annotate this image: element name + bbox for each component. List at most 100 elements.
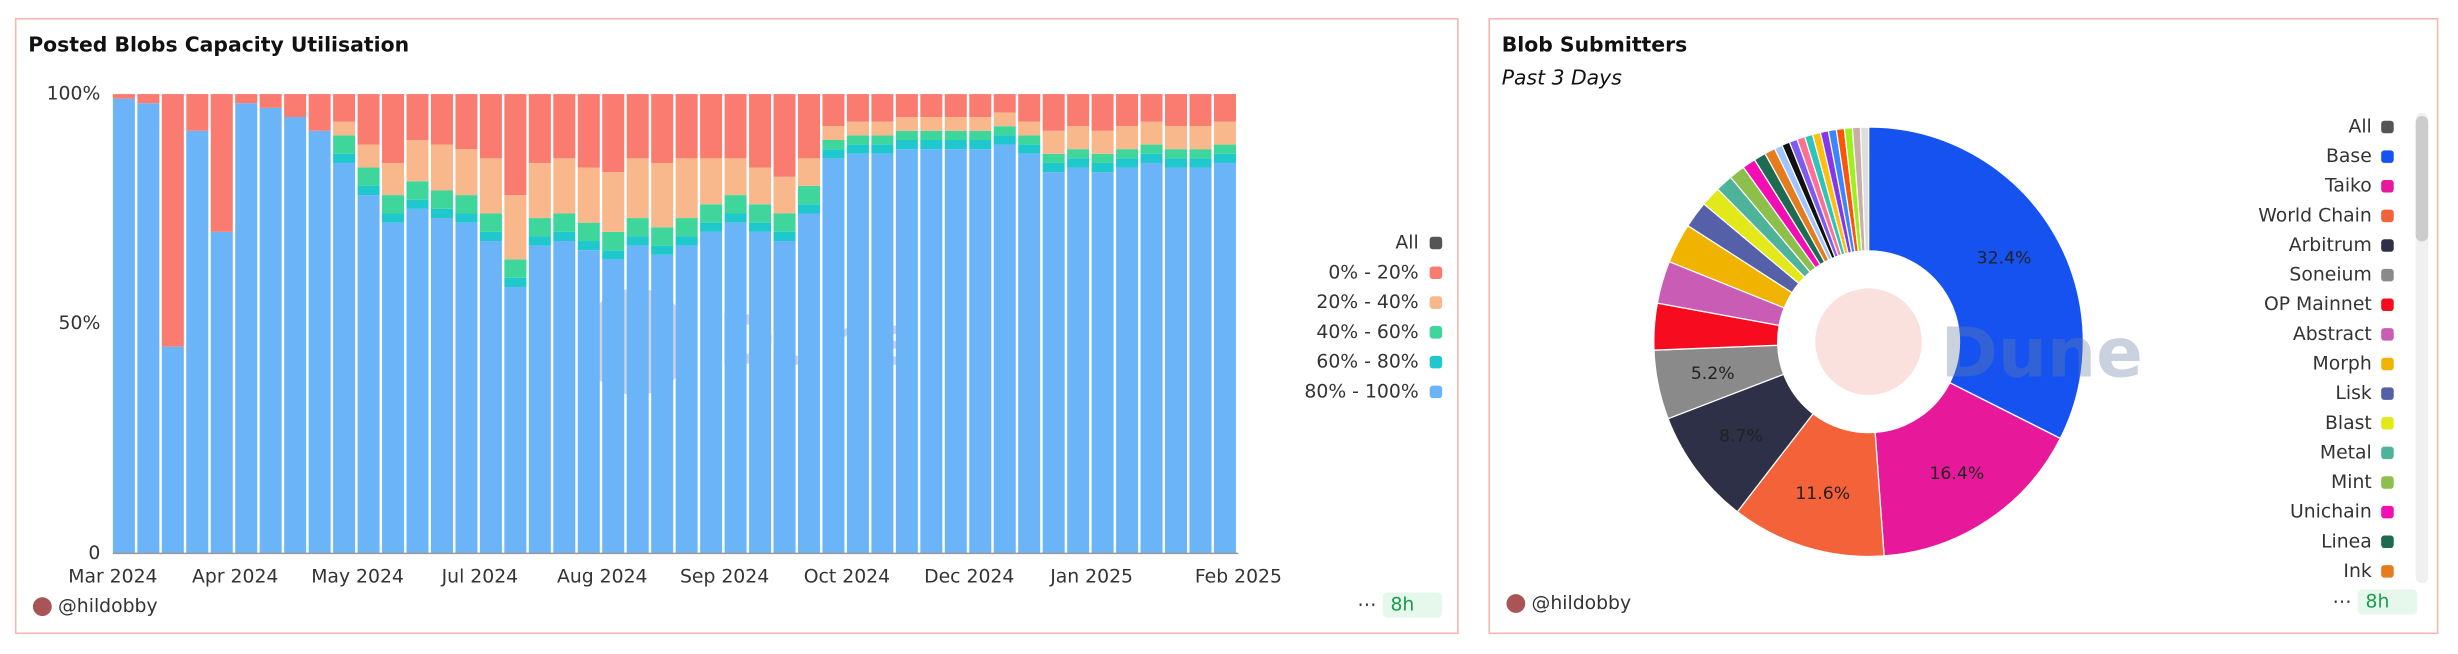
- bar-segment: [504, 94, 527, 196]
- legend-label: Base: [2326, 146, 2372, 167]
- legend-label: Unichain: [2290, 502, 2372, 523]
- bar-segment: [1042, 153, 1065, 163]
- bar-segment: [235, 94, 258, 104]
- bar-segment: [528, 94, 551, 163]
- data-label: 5.2%: [1691, 364, 1735, 384]
- bar-segment: [577, 241, 600, 251]
- bar-segment: [871, 121, 894, 136]
- data-label: 8.7%: [1719, 427, 1763, 447]
- legend-swatch: [2381, 446, 2394, 460]
- bar-segment: [1067, 167, 1090, 554]
- bar-segment: [895, 149, 918, 554]
- bar-segment: [1067, 158, 1090, 168]
- bar-segment: [846, 94, 869, 122]
- bar-segment: [210, 94, 233, 232]
- bar-segment: [259, 94, 282, 108]
- legend-swatch: [2381, 239, 2394, 252]
- legend-label: Linea: [2321, 531, 2372, 552]
- x-tick-label: Mar 2024: [68, 566, 157, 587]
- legend-label: 20% - 40%: [1316, 292, 1418, 313]
- bar-segment: [161, 346, 184, 554]
- bar-segment: [1116, 149, 1139, 159]
- x-tick-label: Jan 2025: [1049, 566, 1133, 587]
- data-label: 11.6%: [1795, 484, 1850, 504]
- bar-segment: [479, 231, 502, 242]
- bar-segment: [357, 94, 380, 145]
- bar-segment: [528, 245, 551, 554]
- chart-title: Blob Submitters: [1502, 32, 1688, 56]
- legend-label: Morph: [2312, 353, 2371, 374]
- bar-segment: [1091, 162, 1114, 173]
- bar-segment: [871, 144, 894, 154]
- y-tick-label: 100%: [47, 84, 101, 105]
- bar-segment: [822, 126, 845, 140]
- bar-segment: [1189, 167, 1212, 554]
- legend-label: Ink: [2343, 561, 2371, 582]
- scroll-thumb[interactable]: [2415, 116, 2429, 242]
- bar-segment: [846, 144, 869, 154]
- bar-segment: [749, 204, 772, 223]
- bar-segment: [797, 158, 821, 186]
- bar-segment: [724, 94, 747, 159]
- bar-segment: [993, 112, 1016, 127]
- bar-segment: [724, 213, 747, 223]
- bar-segment: [675, 218, 698, 237]
- legend-swatch: [2381, 476, 2394, 489]
- bar-segment: [1116, 158, 1139, 168]
- pie-slice: [1867, 126, 2084, 440]
- bar-segment: [235, 103, 258, 554]
- bar-segment: [504, 286, 527, 554]
- bar-segment: [969, 130, 992, 140]
- bar-segment: [895, 117, 918, 131]
- chart-title: Posted Blobs Capacity Utilisation: [28, 32, 409, 56]
- bar-segment: [1018, 135, 1041, 145]
- bar-segment: [651, 94, 674, 163]
- bar-segment: [1213, 94, 1236, 122]
- x-tick-label: Sep 2024: [680, 566, 769, 587]
- bar-segment: [969, 139, 992, 150]
- bar-segment: [553, 158, 576, 214]
- legend-label: Lisk: [2335, 383, 2371, 404]
- bar-segment: [944, 94, 967, 118]
- bar-segment: [969, 149, 992, 554]
- bar-segment: [333, 94, 356, 122]
- bar-segment: [382, 94, 405, 163]
- bar-segment: [626, 236, 649, 246]
- bar-segment: [797, 213, 821, 554]
- bar-segment: [528, 162, 551, 219]
- bar-segment: [700, 231, 723, 554]
- bar-segment: [846, 135, 869, 145]
- bar-segment: [553, 94, 576, 159]
- bar-segment: [773, 176, 796, 214]
- legend-swatch: [2381, 535, 2394, 549]
- bar-segment: [406, 94, 429, 140]
- bar-segment: [1140, 121, 1163, 145]
- bar-segment: [797, 94, 821, 159]
- bar-segment: [846, 121, 869, 136]
- bar-segment: [1213, 162, 1236, 554]
- menu-icon[interactable]: ⋯: [1358, 595, 1377, 616]
- bar-segment: [773, 94, 796, 177]
- bar-segment: [749, 94, 772, 168]
- refresh: 8h: [1390, 595, 1414, 616]
- avatar: [1506, 594, 1526, 613]
- bar-segment: [357, 144, 380, 168]
- menu-icon[interactable]: ⋯: [2333, 591, 2352, 612]
- bar-segment: [920, 130, 943, 140]
- bar-segment: [210, 231, 233, 554]
- legend-swatch: [1429, 385, 1443, 399]
- bar-segment: [1116, 126, 1139, 150]
- bar-segment: [137, 103, 160, 554]
- bar-segment: [626, 218, 649, 237]
- legend-label: 0% - 20%: [1328, 262, 1418, 283]
- bar-segment: [430, 218, 453, 554]
- bar-segment: [602, 172, 625, 232]
- bar-segment: [920, 139, 943, 150]
- bar-segment: [1165, 158, 1188, 168]
- bar-segment: [871, 94, 894, 122]
- legend-swatch: [2381, 120, 2394, 134]
- bar-segment: [846, 153, 869, 554]
- bar-segment: [333, 153, 356, 163]
- bar-segment: [871, 135, 894, 145]
- legend-label: Soneium: [2289, 265, 2371, 286]
